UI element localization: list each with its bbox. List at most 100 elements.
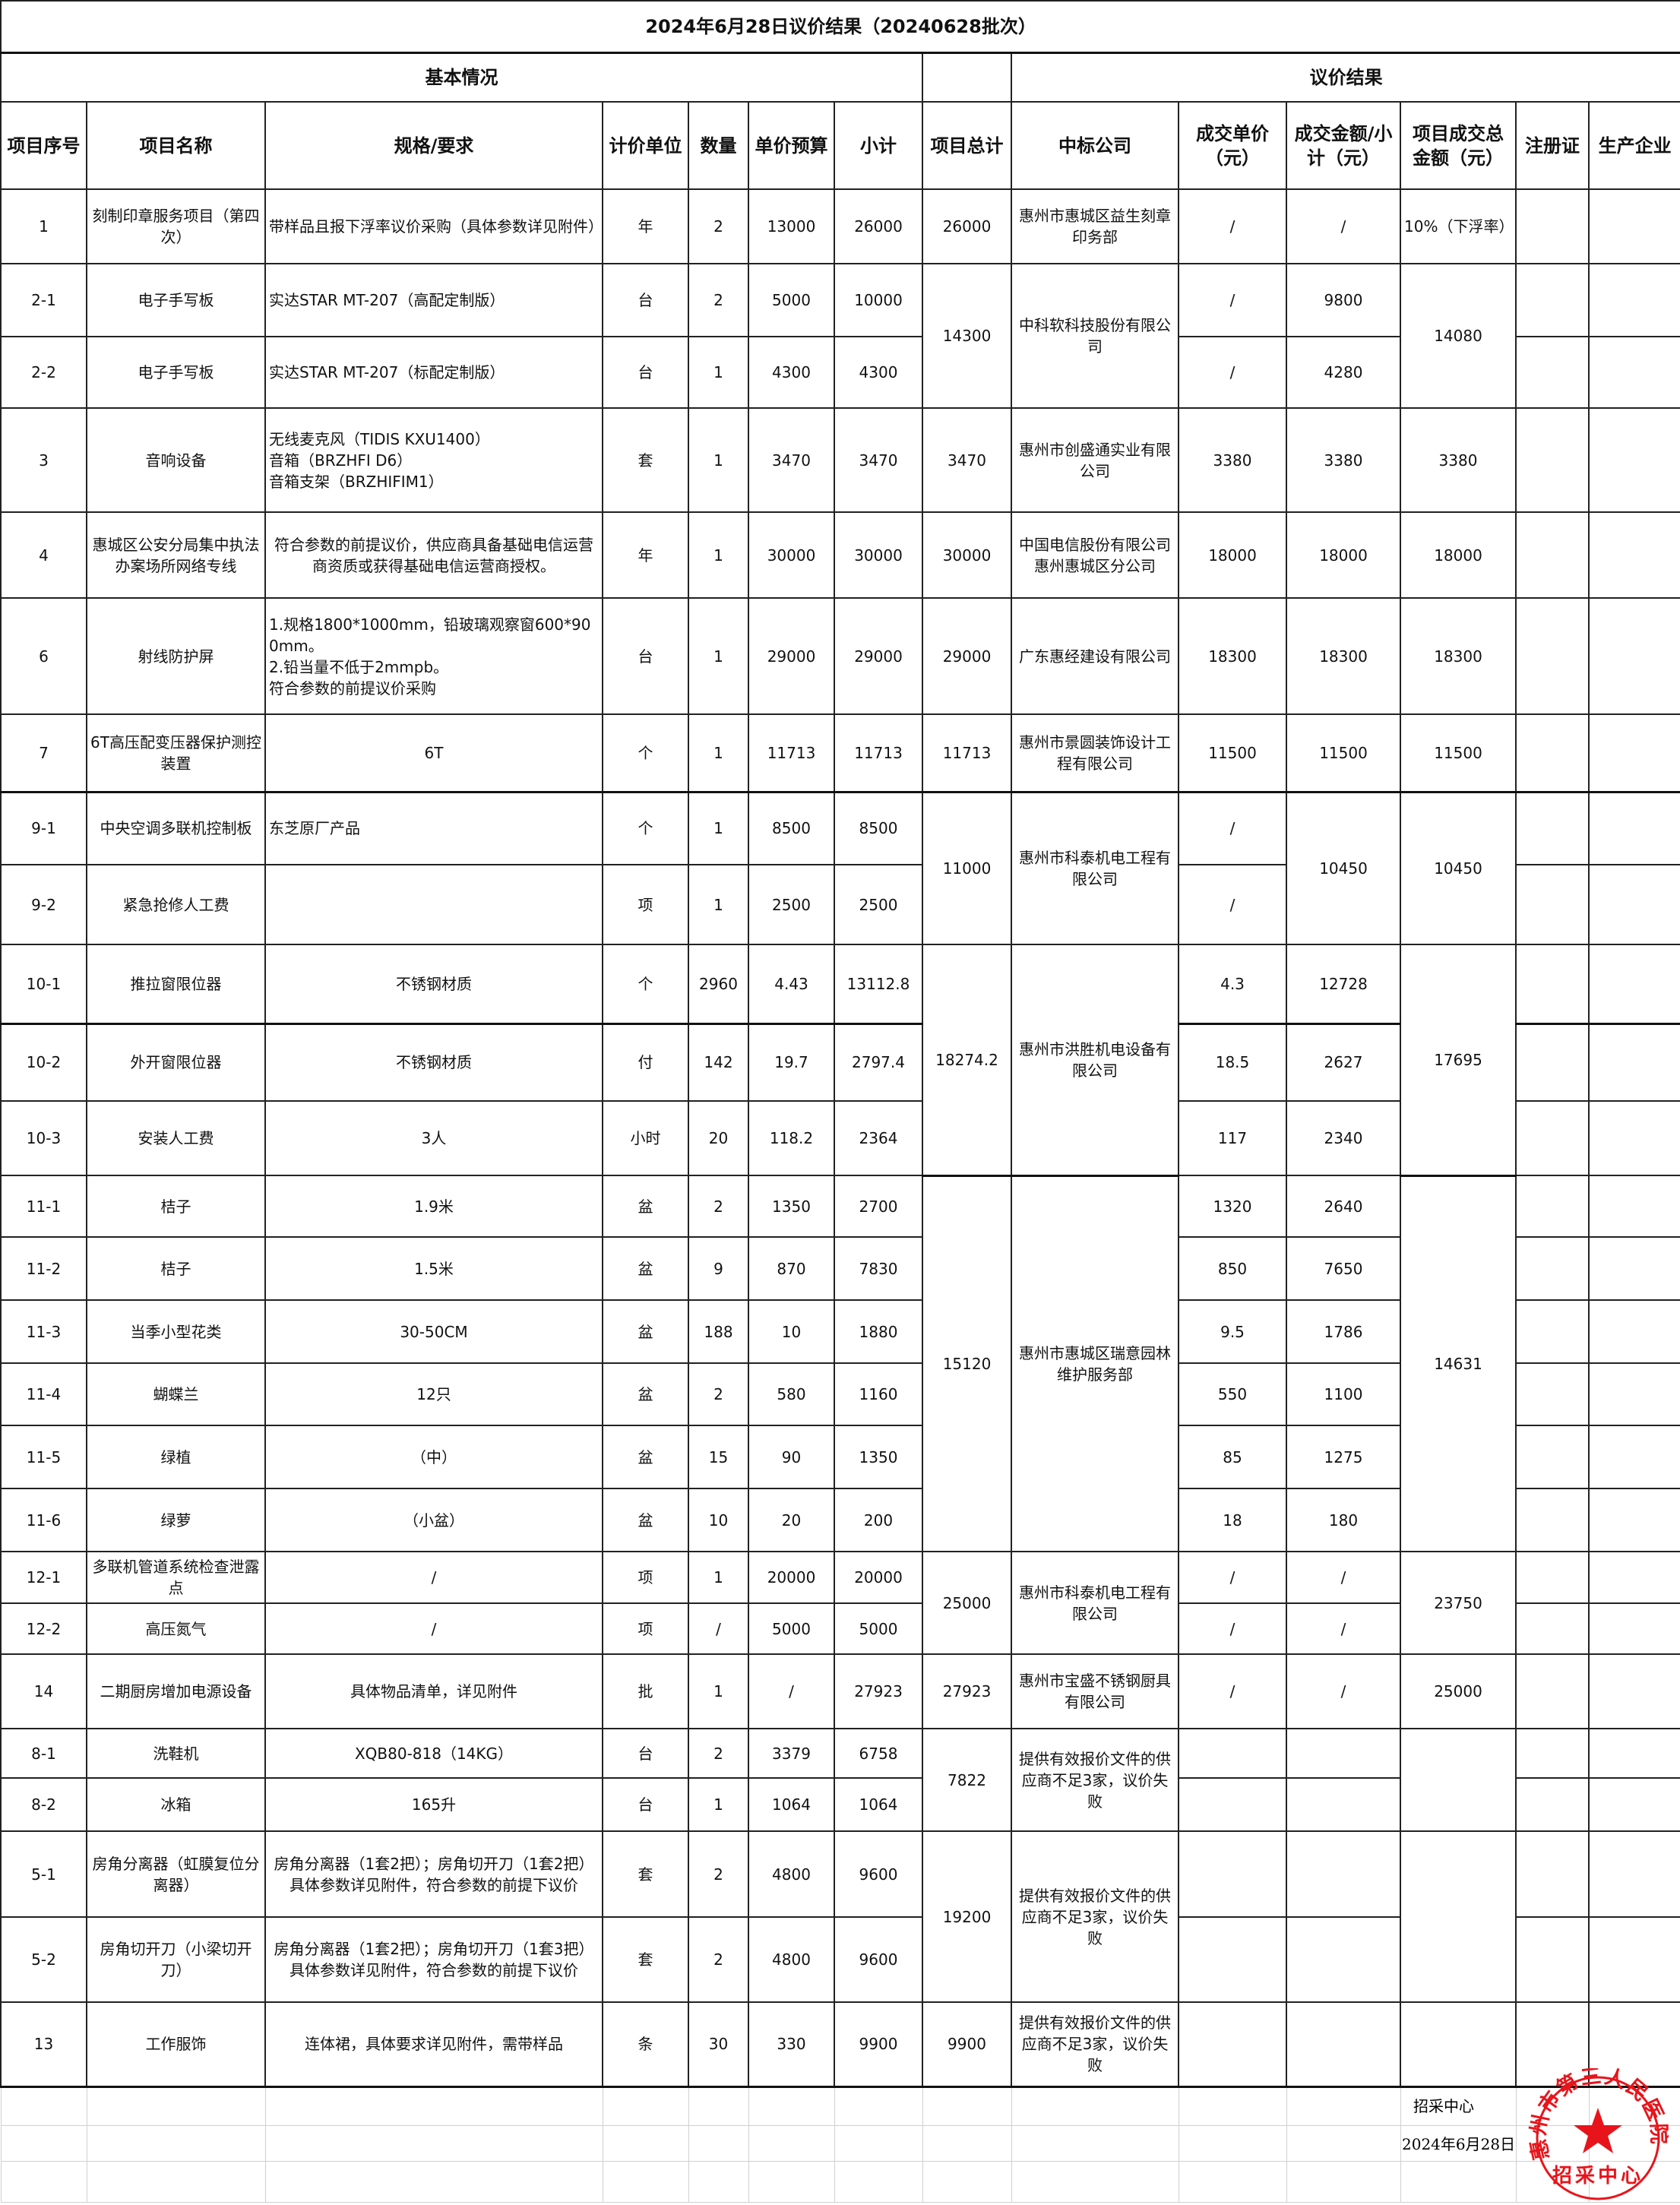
- winning-company: 惠州市景圆装饰设计工程有限公司: [1011, 713, 1179, 793]
- item-name: 房角切开刀（小梁切开刀）: [86, 1916, 266, 2003]
- item-spec: /: [264, 1551, 603, 1604]
- item-name: 电子手写板: [86, 336, 266, 409]
- item-unit: 个: [602, 713, 689, 793]
- registration-cert: [1515, 1299, 1590, 1364]
- empty-row: [0, 2160, 1680, 2203]
- empty-cell: [922, 2086, 1012, 2126]
- manufacturer: [1587, 1653, 1680, 1729]
- empty-cell: [86, 2086, 266, 2126]
- deal-total: 23750: [1400, 1551, 1517, 1655]
- item-name: 洗鞋机: [86, 1728, 266, 1779]
- deal-total: 3380: [1400, 407, 1517, 513]
- registration-cert: [1515, 1916, 1590, 2003]
- item-quantity: 9: [688, 1236, 749, 1301]
- item-id: 11-3: [0, 1299, 87, 1364]
- deal-amount: 18300: [1286, 597, 1401, 715]
- deal-amount: /: [1286, 1653, 1401, 1729]
- item-spec: 无线麦克风（TIDIS KXU1400） 音箱（BRZHFI D6） 音箱支架（…: [264, 407, 603, 513]
- deal-unit-price: /: [1178, 791, 1287, 865]
- manufacturer: [1587, 1728, 1680, 1779]
- manufacturer: [1587, 597, 1680, 715]
- item-budget-price: 5000: [748, 263, 835, 337]
- item-subtotal: 2700: [834, 1175, 923, 1238]
- table-row: 3 音响设备 无线麦克风（TIDIS KXU1400） 音箱（BRZHFI D6） …: [0, 407, 1680, 513]
- empty-cell: [1011, 2160, 1179, 2203]
- manufacturer: [1587, 1425, 1680, 1489]
- deal-unit-price: /: [1178, 864, 1287, 945]
- deal-unit-price: /: [1178, 1551, 1287, 1604]
- winning-company: 惠州市科泰机电工程有限公司: [1011, 791, 1179, 945]
- column-header: 小计: [834, 101, 923, 190]
- item-subtotal: 2797.4: [834, 1023, 923, 1102]
- item-spec: 连体裙，具体要求详见附件，需带样品: [264, 2001, 603, 2088]
- empty-cell: [1286, 2160, 1401, 2203]
- item-quantity: 2: [688, 1830, 749, 1918]
- item-id: 11-4: [0, 1362, 87, 1426]
- item-subtotal: 1064: [834, 1777, 923, 1832]
- seal-overlay-dept: 招采中心: [1413, 2097, 1474, 2115]
- item-id: 9-1: [0, 791, 87, 865]
- item-quantity: 20: [688, 1100, 749, 1176]
- item-quantity: 1: [688, 336, 749, 409]
- manufacturer: [1587, 1175, 1680, 1238]
- deal-unit-price: 3380: [1178, 407, 1287, 513]
- deal-amount: [1286, 1777, 1401, 1832]
- item-name: 6T高压配变压器保护测控装置: [86, 713, 266, 793]
- registration-cert: [1515, 511, 1590, 599]
- empty-cell: [748, 2086, 835, 2126]
- empty-cell: [1011, 2124, 1179, 2162]
- empty-cell: [86, 2124, 266, 2162]
- empty-cell: [602, 2124, 689, 2162]
- project-total: 9900: [922, 2001, 1012, 2088]
- empty-cell: [1588, 2160, 1680, 2203]
- empty-cell: [0, 2086, 87, 2126]
- manufacturer: [1587, 864, 1680, 945]
- official-seal: 惠州市第三人民医院 招采中心: [1527, 2064, 1669, 2202]
- item-name: 推拉窗限位器: [86, 944, 266, 1025]
- deal-amount: 11500: [1286, 713, 1401, 793]
- item-id: 2-1: [0, 263, 87, 337]
- item-budget-price: 1064: [748, 1777, 835, 1832]
- item-budget-price: 330: [748, 2001, 835, 2088]
- item-quantity: 1: [688, 1653, 749, 1729]
- winning-company: 提供有效报价文件的供应商不足3家，议价失败: [1011, 2001, 1179, 2088]
- item-name: 电子手写板: [86, 263, 266, 337]
- item-budget-price: 19.7: [748, 1023, 835, 1102]
- item-name: 当季小型花类: [86, 1299, 266, 1364]
- registration-cert: [1515, 1362, 1590, 1426]
- deal-unit-price: [1178, 1777, 1287, 1832]
- empty-cell: [0, 2160, 87, 2203]
- column-header: 规格/要求: [264, 101, 603, 190]
- item-id: 10-2: [0, 1023, 87, 1102]
- item-id: 3: [0, 407, 87, 513]
- item-subtotal: 7830: [834, 1236, 923, 1301]
- item-unit: 套: [602, 1830, 689, 1918]
- item-name: 高压氮气: [86, 1602, 266, 1655]
- item-id: 9-2: [0, 864, 87, 945]
- empty-cell: [922, 2160, 1012, 2203]
- item-spec: 30-50CM: [264, 1299, 603, 1364]
- item-subtotal: 2500: [834, 864, 923, 945]
- item-id: 1: [0, 188, 87, 264]
- item-subtotal: 11713: [834, 713, 923, 793]
- item-quantity: 2: [688, 1175, 749, 1238]
- item-unit: 条: [602, 2001, 689, 2088]
- deal-amount: 2340: [1286, 1100, 1401, 1176]
- item-unit: 台: [602, 597, 689, 715]
- section-spacer: [922, 52, 1012, 103]
- item-subtotal: 2364: [834, 1100, 923, 1176]
- item-spec: 具体物品清单，详见附件: [264, 1653, 603, 1729]
- empty-cell: [1286, 2124, 1401, 2162]
- item-quantity: 1: [688, 407, 749, 513]
- registration-cert: [1515, 1175, 1590, 1238]
- registration-cert: [1515, 1777, 1590, 1832]
- item-spec: 实达STAR MT-207（标配定制版）: [264, 336, 603, 409]
- deal-unit-price: 85: [1178, 1425, 1287, 1489]
- item-spec: 房角分离器（1套2把）；房角切开刀（1套3把）具体参数详见附件，符合参数的前提下…: [264, 1916, 603, 2003]
- item-spec: /: [264, 1602, 603, 1655]
- deal-amount: 7650: [1286, 1236, 1401, 1301]
- deal-unit-price: 1320: [1178, 1175, 1287, 1238]
- deal-total: 14080: [1400, 263, 1517, 409]
- deal-unit-price: 18300: [1178, 597, 1287, 715]
- item-quantity: 2: [688, 1728, 749, 1779]
